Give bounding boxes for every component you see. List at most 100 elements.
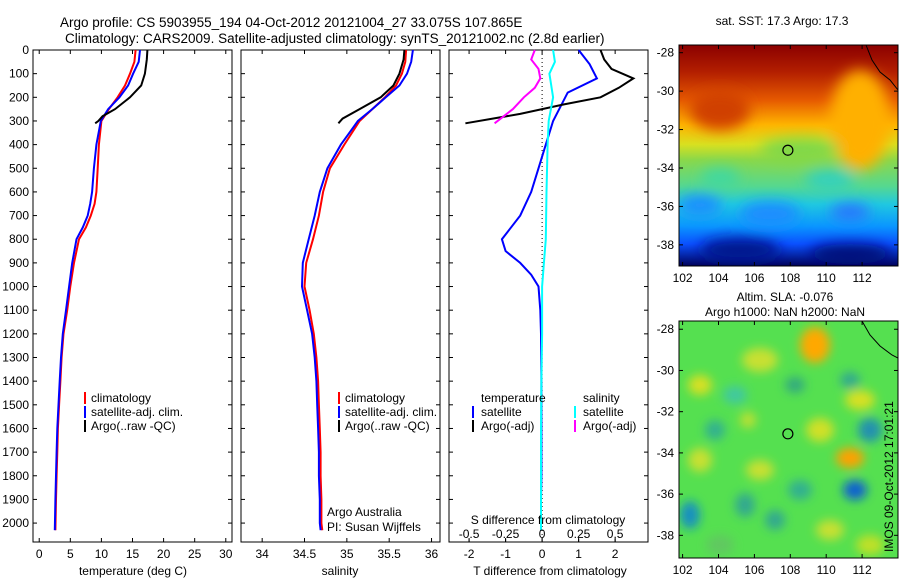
sst-map-panel: sat. SST: 17.3 Argo: 17.3 102 104 106 108 11… xyxy=(657,14,899,285)
lon-tick-label: 106 xyxy=(744,271,764,285)
lon-tick-label: 104 xyxy=(708,271,728,285)
salinity-depth-ticks xyxy=(241,49,440,524)
sla-map-panel: Altim. SLA: -0.076 Argo h1000: NaN h2000… xyxy=(657,290,899,577)
lon-tick-label: 106 xyxy=(744,563,764,577)
x-tick-label: 25 xyxy=(188,547,202,561)
y-tick-label: 1200 xyxy=(2,327,29,341)
x-tick-label: 35 xyxy=(340,547,354,561)
lon-tick-label: 102 xyxy=(673,271,693,285)
sla-map-title-line1: Altim. SLA: -0.076 xyxy=(737,290,834,304)
legend-label-temp-satellite: satellite xyxy=(481,405,522,419)
legend-title-temperature: temperature xyxy=(481,391,546,405)
y-tick-label: 300 xyxy=(9,114,29,128)
y-tick-label: 1700 xyxy=(2,445,29,459)
difference-panel: -2 -1 0 1 2 temperature salinity satellite A… xyxy=(448,49,649,578)
lat-tick-label: -34 xyxy=(657,161,675,175)
temperature-profiles xyxy=(53,49,149,531)
legend-label-sal-argo: Argo(-adj) xyxy=(583,419,636,433)
temperature-panel: 0100200300400500600700800900100011001200… xyxy=(2,43,232,578)
x-tick-label: 5 xyxy=(67,547,74,561)
s-tick-label: 0.25 xyxy=(567,527,591,541)
sst-map-axes: 102 104 106 108 110 112 -28 -30 -32 -34 -36 -38 xyxy=(657,45,898,285)
lat-tick-label: -32 xyxy=(657,405,675,419)
lon-tick-label: 104 xyxy=(708,563,728,577)
salinity-legend: climatology satellite-adj. clim. Argo(..… xyxy=(338,391,437,433)
lon-tick-label: 110 xyxy=(817,271,836,285)
difference-depth-ticks xyxy=(449,49,648,524)
x-tick-label: 20 xyxy=(157,547,171,561)
salinity-axis: 34 34.5 35 35.5 36 xyxy=(255,50,439,561)
s-tick-label: -0.5 xyxy=(459,527,480,541)
temperature-xlabel: temperature (deg C) xyxy=(79,564,187,578)
x-tick-label: 36 xyxy=(425,547,439,561)
lat-tick-label: -30 xyxy=(657,363,675,377)
s-difference-axis: -0.5 -0.25 0 0.25 0.5 xyxy=(459,527,624,542)
x-tick-label: 0 xyxy=(36,547,43,561)
salinity-xlabel: salinity xyxy=(322,564,359,578)
salinity-plot-frame xyxy=(240,49,441,543)
lat-tick-label: -36 xyxy=(657,199,675,213)
sst-map-title: sat. SST: 17.3 Argo: 17.3 xyxy=(716,14,849,28)
x-tick-label: 2 xyxy=(612,547,619,561)
y-tick-label: 1900 xyxy=(2,492,29,506)
lat-tick-label: -28 xyxy=(657,322,675,336)
y-tick-label: 1300 xyxy=(2,351,29,365)
x-tick-label: -1 xyxy=(500,547,511,561)
series-line-satellite-adj-clim- xyxy=(300,49,414,531)
y-tick-label: 2000 xyxy=(2,516,29,530)
x-tick-label: -2 xyxy=(464,547,475,561)
x-tick-label: 10 xyxy=(95,547,109,561)
legend-label-climatology: climatology xyxy=(91,391,151,405)
lon-tick-label: 112 xyxy=(853,563,872,577)
y-tick-label: 0 xyxy=(22,43,29,57)
lat-tick-label: -34 xyxy=(657,446,675,460)
legend-label-argo: Argo(..raw -QC) xyxy=(345,419,430,433)
lon-tick-label: 112 xyxy=(853,271,872,285)
lat-tick-label: -30 xyxy=(657,84,675,98)
depth-axis: 0 100 200 300 400 500 600 700 800 900 1000 1100 1200… xyxy=(2,43,232,530)
argo-float-marker xyxy=(782,144,794,156)
y-tick-label: 1100 xyxy=(3,303,29,317)
annotation-pi: PI: Susan Wijffels xyxy=(327,520,421,534)
y-tick-label: 600 xyxy=(9,185,29,199)
legend-label-temp-argo: Argo(-adj) xyxy=(481,419,534,433)
coastline xyxy=(861,321,898,359)
x-tick-label: 0 xyxy=(539,547,546,561)
coastline xyxy=(865,45,898,91)
sst-heatmap xyxy=(679,45,898,266)
x-tick-label: 35.5 xyxy=(378,547,402,561)
s-tick-label: 0 xyxy=(539,527,546,541)
temperature-axis: 0 5 10 15 20 25 30 xyxy=(36,50,233,561)
series-line-argo-raw-qc- xyxy=(337,49,406,124)
series-line-temperature-argo-adj- xyxy=(465,49,636,125)
y-tick-label: 1600 xyxy=(2,421,29,435)
legend-label-satellite: satellite-adj. clim. xyxy=(91,405,183,419)
annotation-argo-australia: Argo Australia xyxy=(327,505,402,519)
series-line-salinity-satellite xyxy=(540,49,556,531)
lon-tick-label: 108 xyxy=(780,563,800,577)
sla-heatmap xyxy=(679,321,898,558)
lat-tick-label: -36 xyxy=(657,487,675,501)
y-tick-label: 900 xyxy=(9,256,29,270)
legend-label-satellite: satellite-adj. clim. xyxy=(345,405,437,419)
x-tick-label: 34.5 xyxy=(293,547,317,561)
salinity-profiles xyxy=(300,49,414,531)
s-tick-label: 0.5 xyxy=(607,527,624,541)
argo-float-marker xyxy=(782,428,794,440)
y-tick-label: 200 xyxy=(9,90,29,104)
legend-label-sal-satellite: satellite xyxy=(583,405,624,419)
lat-tick-label: -38 xyxy=(657,238,675,252)
y-tick-label: 500 xyxy=(9,161,29,175)
y-tick-label: 1800 xyxy=(2,469,29,483)
title-line2: Climatology: CARS2009. Satellite-adjuste… xyxy=(65,31,605,46)
series-line-argo-raw-qc- xyxy=(94,49,149,125)
sla-map-frame xyxy=(678,320,899,559)
y-tick-label: 1400 xyxy=(2,374,29,388)
lat-tick-label: -38 xyxy=(657,528,675,542)
difference-legend: temperature salinity satellite Argo(-adj… xyxy=(472,391,636,433)
x-tick-label: 30 xyxy=(219,547,233,561)
series-line-satellite-adj-clim- xyxy=(53,49,141,531)
salinity-panel: 34 34.5 35 35.5 36 climatology satellite-adj… xyxy=(240,49,441,578)
legend-label-climatology: climatology xyxy=(345,391,405,405)
